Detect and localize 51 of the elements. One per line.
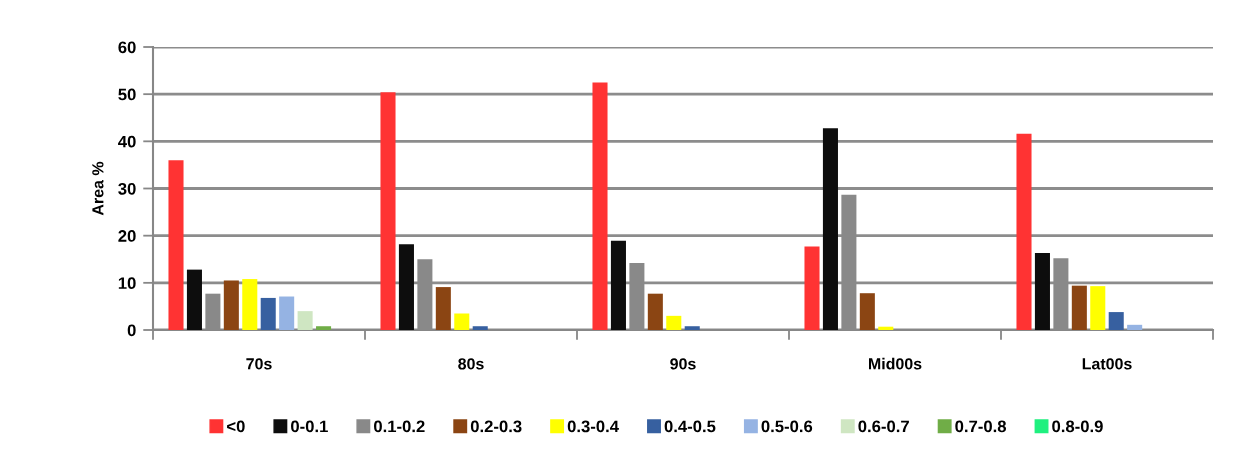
bar: [454, 313, 470, 330]
y-tick-label: 0: [127, 324, 136, 337]
bar: [878, 326, 894, 330]
bar: [1090, 286, 1106, 330]
bar: [380, 92, 396, 330]
y-tick-label: 10: [118, 277, 136, 290]
bar: [1071, 285, 1087, 330]
legend-label: <0: [227, 420, 245, 433]
legend-label: 0-0.1: [291, 420, 328, 433]
bar: [610, 240, 626, 330]
bar: [279, 296, 295, 330]
bar: [822, 128, 838, 330]
y-axis-title: Area %: [92, 161, 104, 216]
bar: [1108, 312, 1124, 330]
bar: [804, 246, 820, 330]
bar: [316, 326, 332, 330]
bar: [472, 326, 488, 330]
bar: [242, 279, 258, 330]
bar: [647, 293, 663, 330]
bar: [435, 287, 451, 330]
x-tick-label: 80s: [458, 358, 484, 370]
x-tick-label: Mid00s: [869, 357, 922, 370]
bar: [1127, 324, 1143, 330]
legend-label: 0.4-0.5: [664, 420, 716, 433]
y-tick-label: 20: [118, 230, 136, 242]
x-tick-label: Lat00s: [1082, 358, 1132, 370]
bar: [592, 82, 608, 330]
bar: [859, 293, 875, 330]
y-tick-label: 40: [118, 135, 136, 148]
bar: [260, 297, 276, 330]
bar: [1034, 253, 1050, 330]
y-tick-label: 60: [118, 41, 136, 54]
legend-label: 0.2-0.3: [470, 420, 522, 433]
bar: [684, 326, 700, 330]
legend-label: 0.5-0.6: [761, 420, 813, 433]
bar: [666, 315, 682, 330]
y-tick-label: 50: [118, 88, 136, 101]
bar: [297, 311, 313, 330]
x-tick-label: 90s: [670, 358, 696, 370]
legend-label: 0.1-0.2: [374, 420, 425, 433]
y-tick-label: 30: [118, 182, 136, 195]
x-tick-label: 70s: [246, 358, 272, 370]
bar: [168, 160, 184, 330]
bar: [223, 280, 239, 330]
legend-label: 0.6-0.7: [858, 420, 909, 433]
legend-label: 0.3-0.4: [567, 420, 619, 433]
legend-label: 0.8-0.9: [1052, 420, 1103, 433]
bar: [398, 244, 414, 330]
bar: [1016, 133, 1032, 330]
legend-label: 0.7-0.8: [955, 420, 1007, 433]
bar: [186, 269, 202, 330]
